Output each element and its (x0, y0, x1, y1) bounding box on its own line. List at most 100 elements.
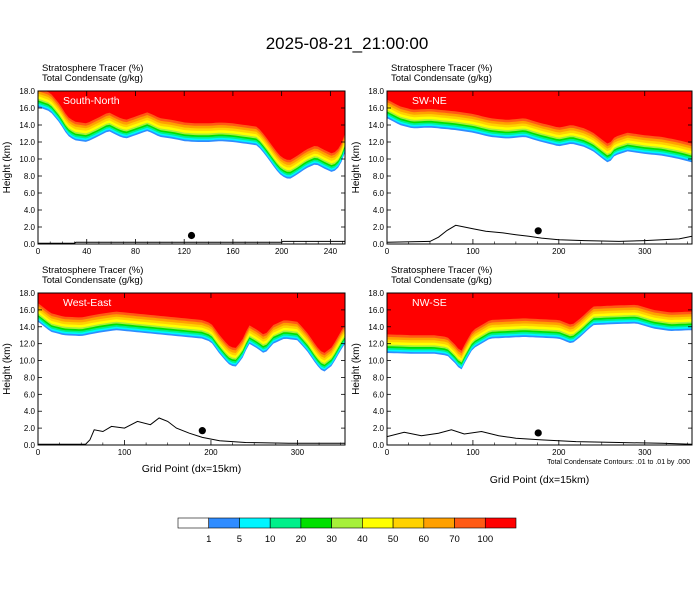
colorbar-label: 1 (206, 534, 211, 545)
y-tick-label: 10.0 (19, 155, 35, 164)
plot-frame (386, 90, 693, 245)
colorbar-swatch (208, 517, 240, 529)
y-tick-label: 18.0 (368, 289, 384, 298)
y-axis-label: Height (km) (2, 142, 13, 194)
y-axis-label: Height (km) (351, 142, 362, 194)
colorbar-swatch (239, 517, 271, 529)
y-tick-label: 10.0 (19, 357, 35, 366)
y-tick-label: 10.0 (368, 155, 384, 164)
y-tick-label: 10.0 (368, 357, 384, 366)
y-tick-label: 12.0 (19, 138, 35, 147)
x-tick-label: 100 (466, 448, 480, 457)
x-tick-label: 40 (82, 247, 91, 256)
x-tick-label: 120 (178, 247, 192, 256)
x-axis-label: Grid Point (dx=15km) (142, 463, 242, 475)
x-tick-label: 240 (324, 247, 338, 256)
y-tick-label: 0.0 (373, 441, 385, 450)
x-tick-label: 200 (552, 448, 566, 457)
figure-title: 2025-08-21_21:00:00 (266, 34, 429, 53)
y-tick-label: 4.0 (24, 206, 36, 215)
panel-header-condensate: Total Condensate (g/kg) (391, 73, 492, 84)
panel-2: Stratosphere Tracer (%)Total Condensate … (2, 265, 346, 475)
x-tick-label: 80 (131, 247, 140, 256)
tracer-field (387, 293, 692, 370)
x-tick-label: 300 (638, 448, 652, 457)
x-tick-label: 0 (385, 247, 390, 256)
panel-header-tracer: Stratosphere Tracer (%) (391, 63, 492, 74)
contour-note: Total Condensate Contours: .01 to .01 by… (547, 459, 690, 466)
panel-label: West-East (63, 297, 111, 309)
tracer-layer-9 (387, 91, 692, 144)
x-tick-label: 160 (226, 247, 240, 256)
panel-header-condensate: Total Condensate (g/kg) (42, 73, 143, 84)
panel-label: SW-NE (412, 95, 447, 107)
y-tick-label: 4.0 (24, 407, 36, 416)
panel-header-condensate: Total Condensate (g/kg) (391, 275, 492, 286)
x-tick-label: 0 (36, 448, 41, 457)
y-tick-label: 14.0 (368, 323, 384, 332)
y-tick-label: 2.0 (24, 424, 36, 433)
colorbar-label: 60 (419, 534, 430, 545)
colorbar-label: 70 (449, 534, 460, 545)
y-tick-label: 8.0 (24, 373, 36, 382)
y-tick-label: 16.0 (19, 104, 35, 113)
y-tick-label: 4.0 (373, 206, 385, 215)
x-tick-label: 300 (291, 448, 305, 457)
colorbar-swatch (362, 517, 394, 529)
y-tick-label: 0.0 (373, 240, 385, 249)
terrain-line (38, 417, 345, 445)
y-tick-label: 8.0 (373, 373, 385, 382)
y-tick-label: 6.0 (373, 189, 385, 198)
colorbar-swatch (423, 517, 455, 529)
panel-1: Stratosphere Tracer (%)Total Condensate … (351, 63, 693, 256)
y-tick-label: 0.0 (24, 240, 36, 249)
y-tick-label: 18.0 (368, 87, 384, 96)
x-tick-label: 100 (118, 448, 132, 457)
colorbar-swatch (454, 517, 486, 529)
colorbar-swatch (484, 517, 517, 529)
x-tick-label: 100 (466, 247, 480, 256)
y-tick-label: 14.0 (19, 121, 35, 130)
x-tick-label: 0 (36, 247, 41, 256)
y-tick-label: 2.0 (373, 223, 385, 232)
tracer-field (387, 91, 692, 163)
colorbar: 1 5 10 20 30 40 50 60 70 100 (177, 517, 517, 545)
panel-0: Stratosphere Tracer (%)Total Condensate … (2, 63, 346, 256)
colorbar-label: 50 (388, 534, 399, 545)
colorbar-swatch (300, 517, 332, 529)
y-tick-label: 2.0 (24, 223, 36, 232)
colorbar-label: 20 (296, 534, 307, 545)
tracer-field (38, 293, 345, 372)
terrain-line (38, 240, 345, 244)
colorbar-swatch (269, 517, 302, 529)
y-tick-label: 6.0 (24, 189, 36, 198)
panel-label: South-North (63, 95, 120, 107)
y-tick-label: 16.0 (19, 306, 35, 315)
y-tick-label: 14.0 (368, 121, 384, 130)
y-tick-label: 8.0 (373, 172, 385, 181)
tracer-field (38, 91, 345, 179)
x-tick-label: 200 (552, 247, 566, 256)
colorbar-label: 30 (326, 534, 337, 545)
colorbar-swatch (177, 517, 210, 529)
tracer-layer-9 (38, 293, 345, 353)
y-axis-label: Height (km) (351, 343, 362, 395)
y-tick-label: 12.0 (368, 138, 384, 147)
y-tick-label: 12.0 (368, 340, 384, 349)
panel-header-condensate: Total Condensate (g/kg) (42, 275, 143, 286)
location-marker (534, 429, 542, 437)
location-marker (187, 231, 196, 240)
terrain-line (387, 429, 692, 445)
y-tick-label: 4.0 (373, 407, 385, 416)
panels-group: Stratosphere Tracer (%)Total Condensate … (2, 63, 693, 486)
x-tick-label: 300 (638, 247, 652, 256)
y-axis-label: Height (km) (2, 343, 13, 395)
y-tick-label: 8.0 (24, 172, 36, 181)
x-tick-label: 200 (275, 247, 289, 256)
y-tick-label: 2.0 (373, 424, 385, 433)
location-marker (534, 227, 542, 235)
colorbar-label: 40 (357, 534, 368, 545)
y-tick-label: 12.0 (19, 340, 35, 349)
y-tick-label: 16.0 (368, 306, 384, 315)
x-tick-label: 200 (204, 448, 218, 457)
